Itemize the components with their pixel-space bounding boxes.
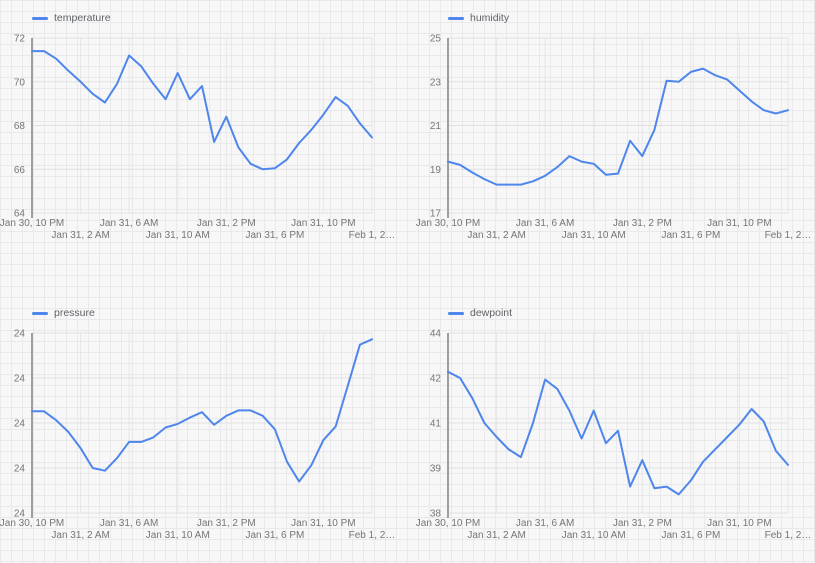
x-tick-label: Jan 30, 10 PM [416, 518, 480, 529]
x-tick-label: Jan 31, 10 PM [291, 218, 355, 229]
legend-humidity: humidity [448, 13, 509, 24]
x-tick-label: Jan 31, 2 PM [613, 518, 672, 529]
y-tick-label: 41 [430, 419, 442, 430]
x-tick-label: Jan 31, 6 AM [100, 518, 158, 529]
y-tick-label: 24 [14, 419, 26, 430]
x-tick-label: Jan 31, 2 PM [613, 218, 672, 229]
y-tick-label: 24 [14, 374, 26, 385]
legend-line-swatch [32, 17, 48, 20]
x-tick-label: Jan 31, 2 PM [197, 218, 256, 229]
x-tick-label: Jan 31, 2 PM [197, 518, 256, 529]
temperature-series-line [31, 50, 373, 171]
x-tick-label: Jan 31, 6 AM [516, 518, 574, 529]
x-tick-label: Jan 31, 6 AM [516, 218, 574, 229]
legend-line-swatch [448, 312, 464, 315]
legend-label: dewpoint [470, 307, 513, 319]
x-tick-label: Jan 31, 10 AM [562, 230, 626, 241]
x-tick-label: Jan 30, 10 PM [416, 218, 480, 229]
x-tick-label: Jan 31, 6 AM [100, 218, 158, 229]
y-tick-label: 72 [14, 34, 26, 45]
chart-humidity: humidity 25 23 21 19 17 Jan 30, 10 PM Jan 31, … [416, 0, 815, 250]
x-tick-label: Jan 30, 10 PM [0, 218, 64, 229]
x-tick-label: Jan 31, 10 PM [707, 218, 771, 229]
x-tick-label: Feb 1, 2… [349, 530, 396, 541]
x-tick-label: Feb 1, 2… [765, 230, 812, 241]
x-tick-label: Jan 31, 6 PM [661, 230, 720, 241]
x-tick-label: Jan 31, 10 PM [291, 518, 355, 529]
y-tick-label: 17 [430, 209, 442, 220]
y-tick-label: 24 [14, 329, 26, 340]
chart-dewpoint: dewpoint 44 42 41 39 38 Jan 30, 10 PM Jan 31, … [416, 295, 815, 563]
pressure-series-line [31, 338, 373, 483]
legend-line-swatch [32, 312, 48, 315]
y-tick-label: 42 [430, 374, 442, 385]
x-tick-label: Feb 1, 2… [349, 230, 396, 241]
dewpoint-series-line [447, 370, 789, 496]
y-tick-label: 19 [430, 165, 442, 176]
legend-label: pressure [54, 307, 95, 319]
x-tick-label: Jan 31, 2 AM [51, 230, 109, 241]
y-tick-label: 24 [14, 464, 26, 475]
y-tick-label: 64 [14, 209, 26, 220]
x-tick-label: Jan 31, 6 PM [245, 530, 304, 541]
y-tick-label: 25 [430, 34, 442, 45]
legend-temperature: temperature [32, 13, 111, 24]
y-tick-label: 21 [430, 121, 442, 132]
x-tick-label: Jan 31, 10 AM [146, 530, 210, 541]
legend-label: humidity [470, 12, 510, 24]
legend-label: temperature [54, 12, 111, 24]
legend-dewpoint: dewpoint [448, 308, 512, 319]
legend-line-swatch [448, 17, 464, 20]
y-tick-label: 70 [14, 77, 26, 88]
y-tick-label: 39 [430, 464, 442, 475]
y-tick-label: 38 [430, 509, 442, 520]
legend-pressure: pressure [32, 308, 95, 319]
x-tick-label: Jan 31, 10 AM [146, 230, 210, 241]
y-tick-label: 24 [14, 509, 26, 520]
x-tick-label: Jan 31, 10 PM [707, 518, 771, 529]
x-tick-label: Jan 31, 6 PM [245, 230, 304, 241]
humidity-series-line [447, 67, 789, 186]
x-tick-label: Jan 30, 10 PM [0, 518, 64, 529]
x-tick-label: Jan 31, 2 AM [467, 230, 525, 241]
x-tick-label: Jan 31, 2 AM [467, 530, 525, 541]
chart-pressure: pressure 24 24 24 24 24 Jan 30, 10 PM Jan 31, … [0, 295, 400, 563]
y-tick-label: 66 [14, 165, 26, 176]
chart-temperature: temperature 72 70 68 66 64 Jan 30, 10 PM Jan 3… [0, 0, 400, 250]
x-tick-label: Jan 31, 10 AM [562, 530, 626, 541]
y-tick-label: 44 [430, 329, 442, 340]
x-tick-label: Jan 31, 2 AM [51, 530, 109, 541]
x-tick-label: Feb 1, 2… [765, 530, 812, 541]
x-tick-label: Jan 31, 6 PM [661, 530, 720, 541]
y-tick-label: 23 [430, 77, 442, 88]
y-tick-label: 68 [14, 121, 26, 132]
